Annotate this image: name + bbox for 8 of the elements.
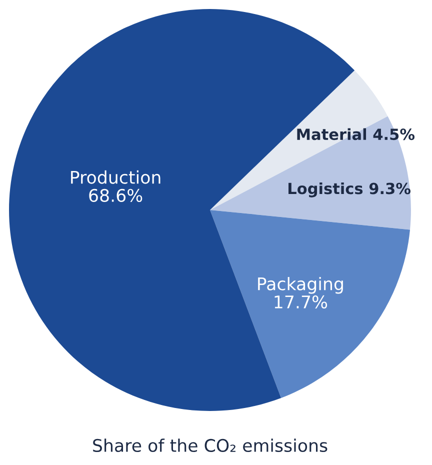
pie-slice [210, 210, 410, 398]
data-label: 17.7% [274, 295, 328, 309]
slice-label: Logistics 9.3% [288, 182, 410, 198]
slice-label: Production [71, 170, 160, 184]
slice-label: Packaging [258, 276, 343, 294]
data-label: 68.6% [89, 188, 142, 202]
slice-label: Material 4.5% [297, 128, 415, 140]
text: Share of the CO₂ emissions [93, 438, 328, 452]
